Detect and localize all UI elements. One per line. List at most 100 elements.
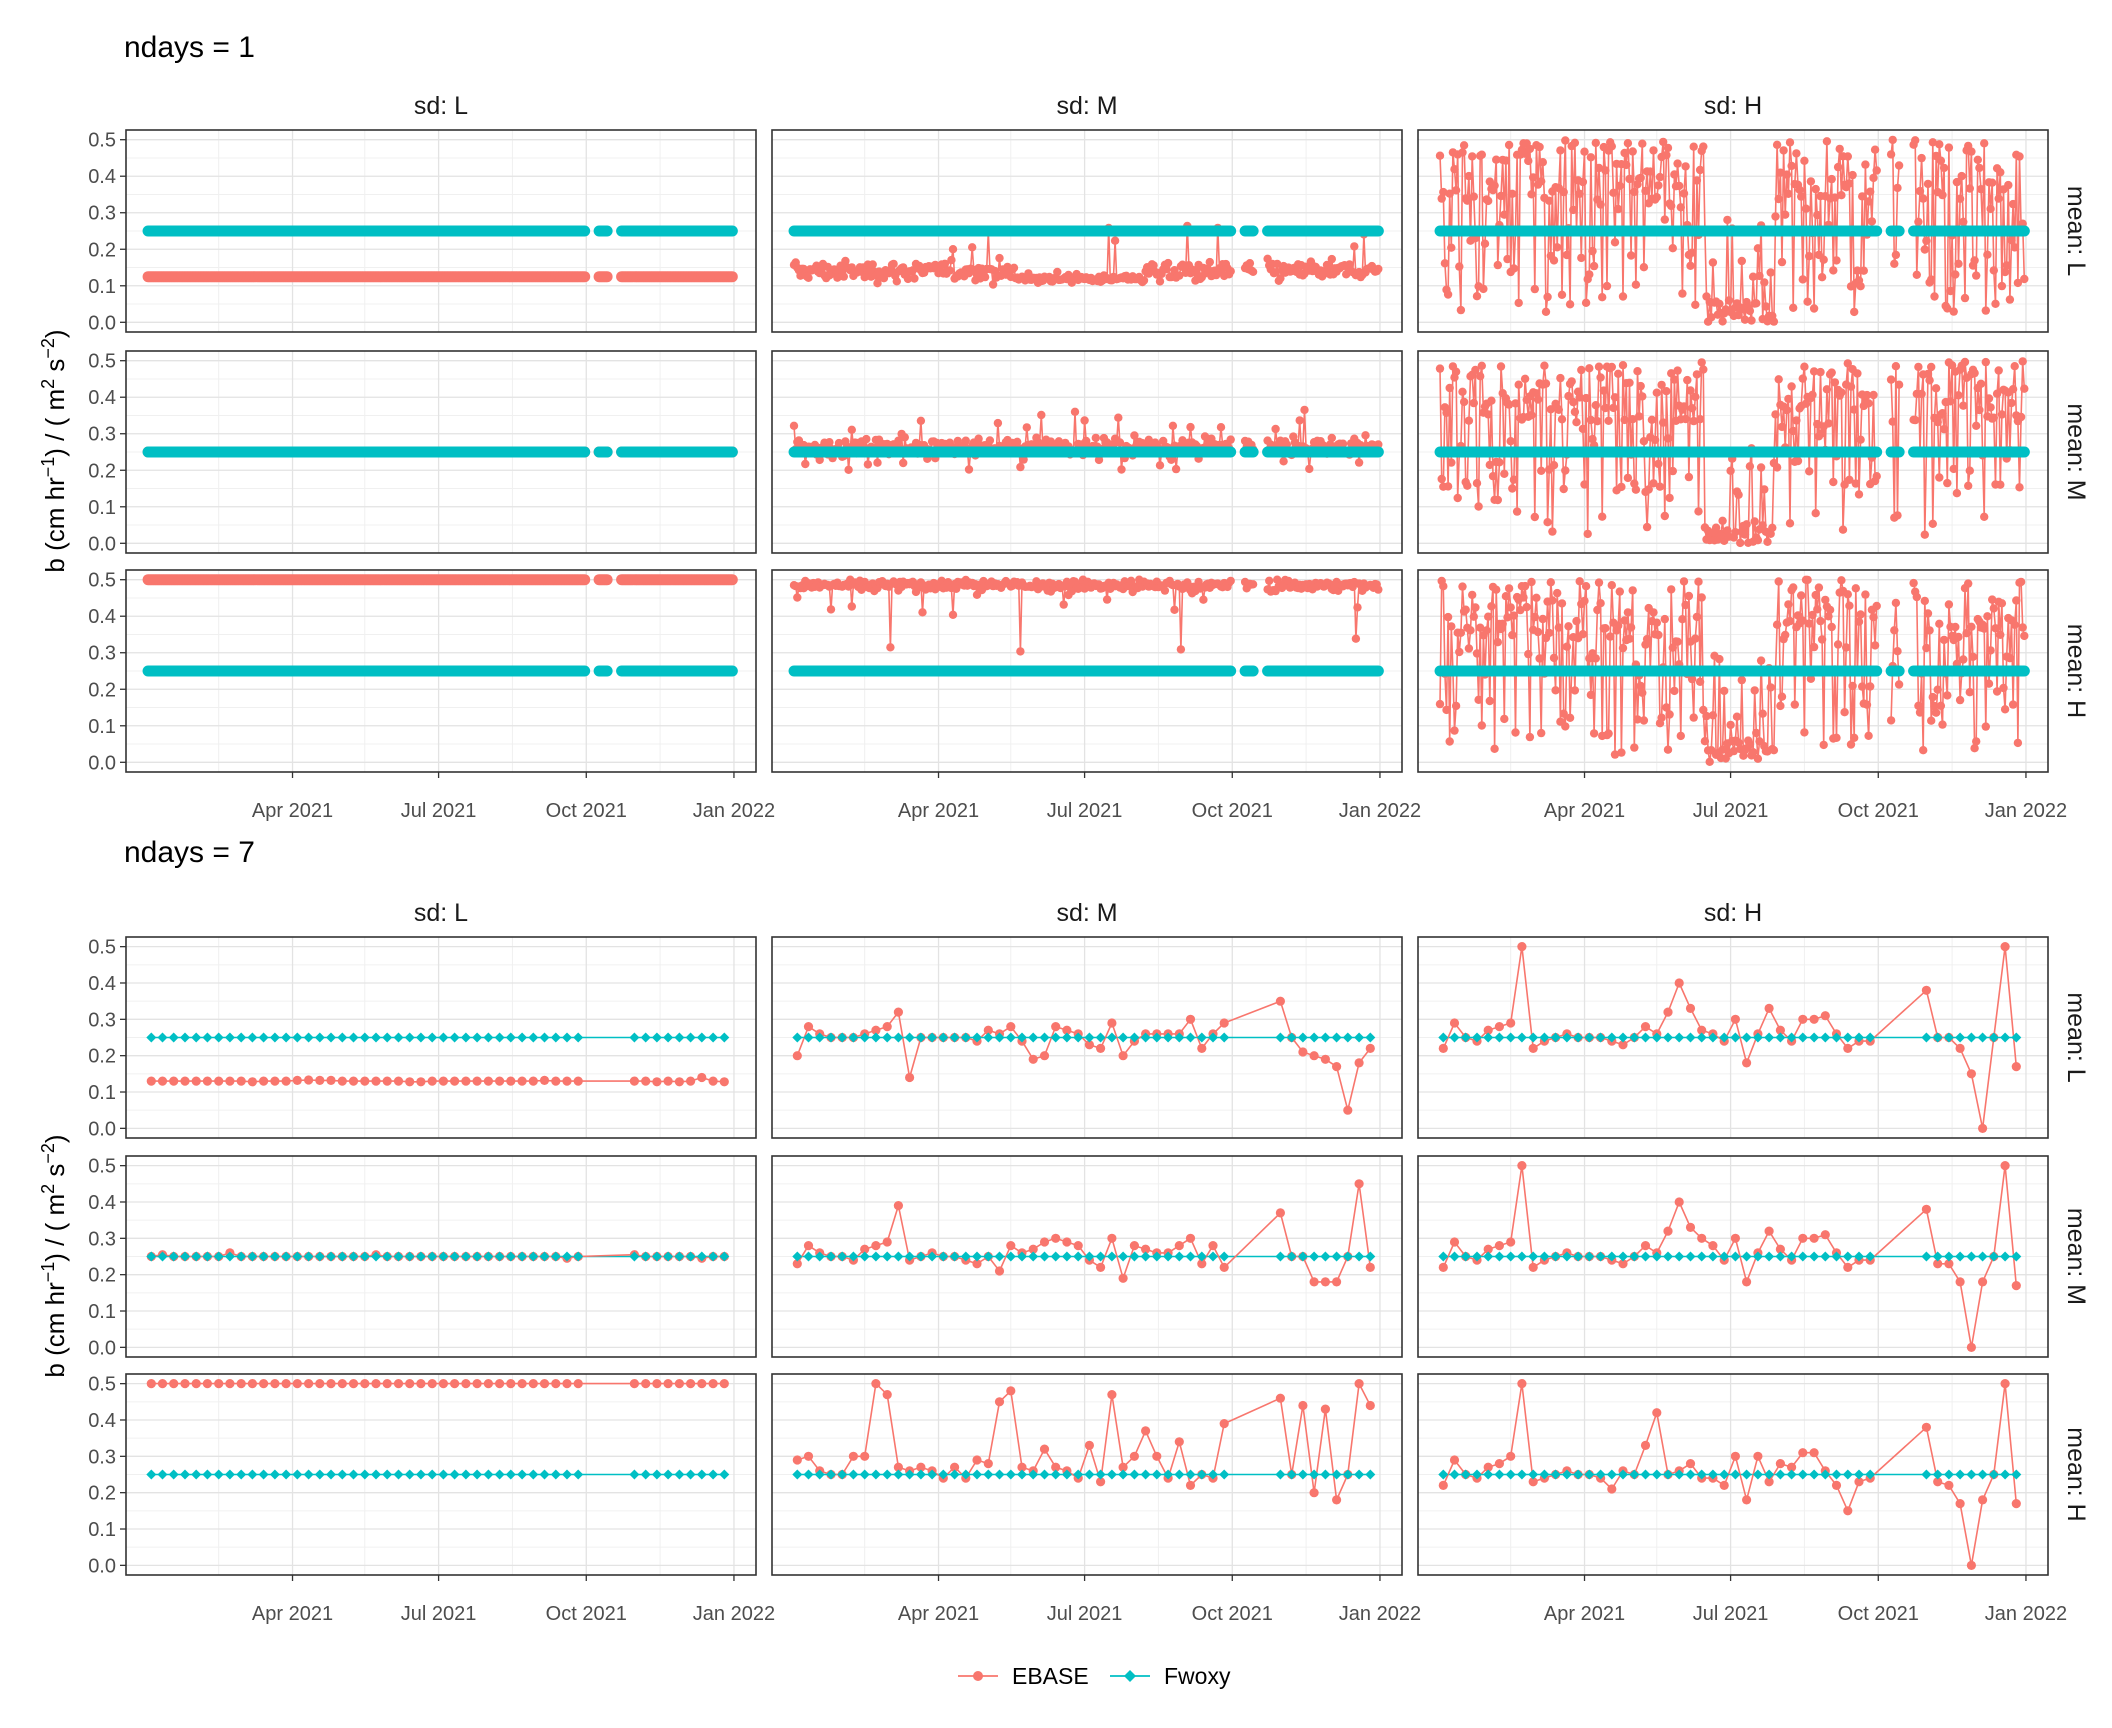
y-axis-title-part: −1 (38, 457, 58, 478)
ebase-point (1453, 493, 1462, 503)
ebase-point (1665, 493, 1674, 503)
ebase-point (1745, 462, 1755, 471)
y-tick-label: 0.2 (88, 1046, 116, 1068)
ebase-point (1567, 377, 1576, 386)
ebase-point (1466, 626, 1475, 635)
y-axis-title-part: −2 (38, 1143, 58, 1164)
fwoxy-point (1651, 1251, 1662, 1262)
ebase-point (1492, 155, 1501, 164)
fwoxy-point (224, 1032, 235, 1043)
ebase-point (1843, 1043, 1853, 1053)
ebase-point (1792, 149, 1801, 158)
ebase-point (918, 608, 927, 617)
fwoxy-point (1550, 1032, 1561, 1043)
fwoxy-point (1472, 1032, 1482, 1043)
ebase-point (1813, 210, 1822, 220)
ebase-point (1837, 191, 1846, 200)
ebase-point (1686, 261, 1695, 270)
fwoxy-point (1663, 1032, 1673, 1043)
ebase-point (862, 434, 871, 444)
ebase-point (1476, 623, 1485, 632)
fwoxy-point (438, 1032, 449, 1043)
ebase-point (1374, 264, 1383, 274)
ebase-point (1803, 575, 1812, 585)
ebase-point (1659, 418, 1668, 427)
fwoxy-point (927, 1469, 938, 1480)
ebase-point (1730, 1014, 1740, 1024)
ebase-point (2020, 384, 2029, 393)
ebase-point (1591, 401, 1601, 410)
ebase-point (1512, 507, 1522, 516)
fwoxy-point (1595, 1469, 1606, 1480)
fwoxy-point (1320, 1032, 1331, 1043)
ebase-point (1006, 1022, 1016, 1032)
fwoxy-point (685, 1251, 696, 1262)
ebase-point (882, 1390, 892, 1400)
fwoxy-point (1118, 1469, 1129, 1480)
ebase-point (1764, 1226, 1774, 1236)
ebase-point (940, 259, 950, 268)
ebase-point (2013, 278, 2023, 288)
fwoxy-point (640, 1469, 651, 1480)
ebase-point (1494, 1459, 1504, 1469)
fwoxy-point (1809, 1032, 1820, 1043)
ebase-point (371, 1076, 381, 1086)
ebase-point (1332, 1277, 1342, 1287)
ebase-point (1692, 176, 1702, 185)
ebase-point (1978, 1495, 1988, 1505)
ebase-point (416, 1077, 426, 1087)
ebase-point (1753, 536, 1763, 545)
ebase-point (1667, 369, 1676, 378)
ebase-point (1923, 609, 1933, 618)
fwoxy-point (168, 1032, 179, 1043)
fwoxy-point (837, 1251, 848, 1262)
ebase-point (848, 1451, 859, 1461)
ebase-point (873, 279, 882, 288)
ebase-point (1570, 407, 1580, 417)
ebase-point (1819, 255, 1828, 264)
ebase-point (202, 1076, 212, 1086)
ebase-point (1695, 165, 1705, 175)
fwoxy-point (1438, 1032, 1449, 1043)
fwoxy-point (904, 1032, 915, 1043)
fwoxy-point (719, 1251, 730, 1262)
y-tick-label: 0.4 (88, 1192, 116, 1214)
ebase-point (1775, 1244, 1785, 1254)
fwoxy-point (1028, 1032, 1039, 1043)
fwoxy-point (258, 1032, 269, 1043)
ebase-point (1641, 186, 1650, 196)
ebase-point (1472, 292, 1482, 301)
series-group (146, 1379, 730, 1480)
ebase-point (1813, 419, 1822, 429)
fwoxy-point (1516, 1032, 1527, 1043)
ebase-point (1797, 192, 1806, 201)
ebase-point (882, 1022, 892, 1032)
fwoxy-point (870, 1251, 881, 1262)
panel-border (1417, 936, 2049, 1139)
fwoxy-point (1786, 1032, 1797, 1043)
fwoxy-point (1331, 1032, 1342, 1043)
fwoxy-point (573, 1032, 584, 1043)
ebase-point (1869, 613, 1878, 622)
fwoxy-point (983, 1469, 994, 1480)
ebase-point (860, 1451, 870, 1461)
ebase-point (1700, 737, 1710, 746)
fwoxy-point (539, 1469, 550, 1480)
fwoxy-point (904, 1469, 915, 1480)
ebase-point (1983, 612, 1992, 621)
ebase-point (1102, 595, 1112, 604)
fwoxy-point (1460, 1032, 1471, 1043)
ebase-point (1529, 173, 1538, 182)
fwoxy-point (393, 1032, 404, 1043)
fwoxy-point (1073, 1251, 1084, 1262)
ebase-point (1345, 260, 1354, 269)
fwoxy-point (359, 1032, 370, 1043)
ebase-point (405, 1379, 415, 1389)
y-tick-label: 0.1 (88, 1301, 116, 1323)
ebase-point (1638, 139, 1647, 148)
ebase-point (1438, 1480, 1448, 1490)
ebase-point (1511, 728, 1520, 737)
fwoxy-point (674, 1469, 685, 1480)
fwoxy-point (1151, 1251, 1162, 1262)
ebase-point (1694, 507, 1703, 516)
